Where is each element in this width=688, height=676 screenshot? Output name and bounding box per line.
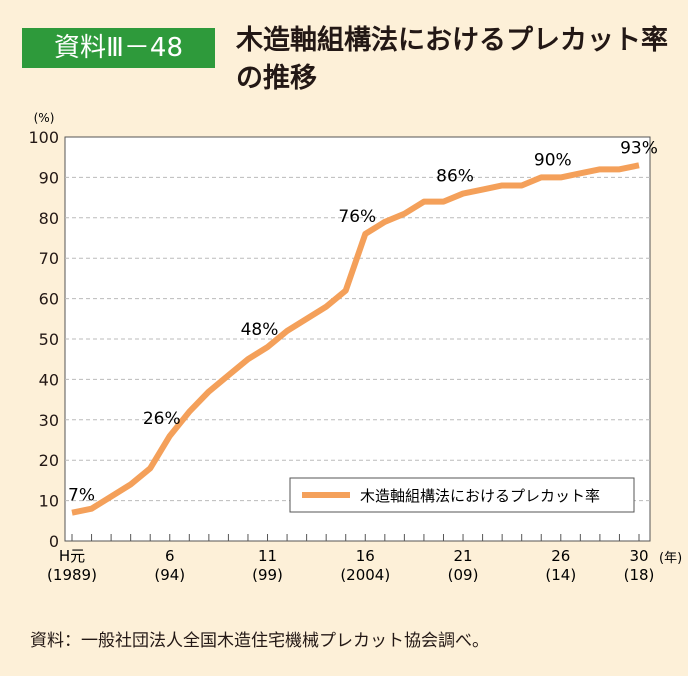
- x-tick-label: (18): [624, 566, 655, 584]
- y-tick-label: 100: [28, 128, 59, 147]
- legend-label: 木造軸組構法におけるプレカット率: [360, 487, 600, 505]
- x-tick-label: (99): [252, 566, 283, 584]
- y-tick-label: 50: [39, 330, 59, 349]
- y-tick-label: 40: [39, 370, 59, 389]
- x-tick-label: 11: [258, 547, 277, 565]
- data-label: 90%: [534, 150, 572, 170]
- y-tick-label: 30: [39, 411, 59, 430]
- x-tick-label: 21: [453, 547, 472, 565]
- line-chart: 0 10 20 30 40 50 60 70 80 90 100 (%) H元(1989) 6(94) 11…: [28, 111, 682, 584]
- data-label: 26%: [143, 409, 181, 429]
- x-tick-label: (14): [545, 566, 576, 584]
- y-tick-label: 90: [39, 168, 59, 187]
- data-label: 76%: [338, 207, 376, 227]
- y-tick-label: 20: [39, 451, 59, 470]
- y-tick-label: 0: [49, 532, 59, 551]
- x-axis-unit: (年): [659, 551, 682, 566]
- data-label: 86%: [436, 167, 474, 187]
- y-tick-label: 10: [39, 492, 59, 511]
- x-tick-label: (09): [448, 566, 479, 584]
- x-tick-label: 16: [356, 547, 375, 565]
- x-tick-label: (94): [154, 566, 185, 584]
- data-label: 93%: [620, 138, 658, 158]
- x-tick-label: (2004): [340, 566, 390, 584]
- y-tick-label: 80: [39, 209, 59, 228]
- x-tick-label: 30: [629, 547, 648, 565]
- data-label: 48%: [241, 320, 279, 340]
- x-tick-label: (1989): [47, 566, 97, 584]
- series-line: [71, 162, 640, 516]
- x-tick-label: H元: [59, 547, 85, 565]
- chart-title: 木造軸組構法におけるプレカット率の推移: [236, 25, 668, 94]
- data-label: 7%: [68, 486, 95, 506]
- y-tick-label: 70: [39, 249, 59, 268]
- source-note: 資料：一般社団法人全国木造住宅機械プレカット協会調べ。: [30, 631, 489, 651]
- x-tick-label: 6: [165, 547, 175, 565]
- plot-area: [64, 136, 651, 542]
- y-tick-label: 60: [39, 290, 59, 309]
- y-axis-unit: (%): [34, 111, 55, 125]
- x-tick-label: 26: [551, 547, 570, 565]
- figure-number-badge: 資料Ⅲ－48: [22, 28, 215, 68]
